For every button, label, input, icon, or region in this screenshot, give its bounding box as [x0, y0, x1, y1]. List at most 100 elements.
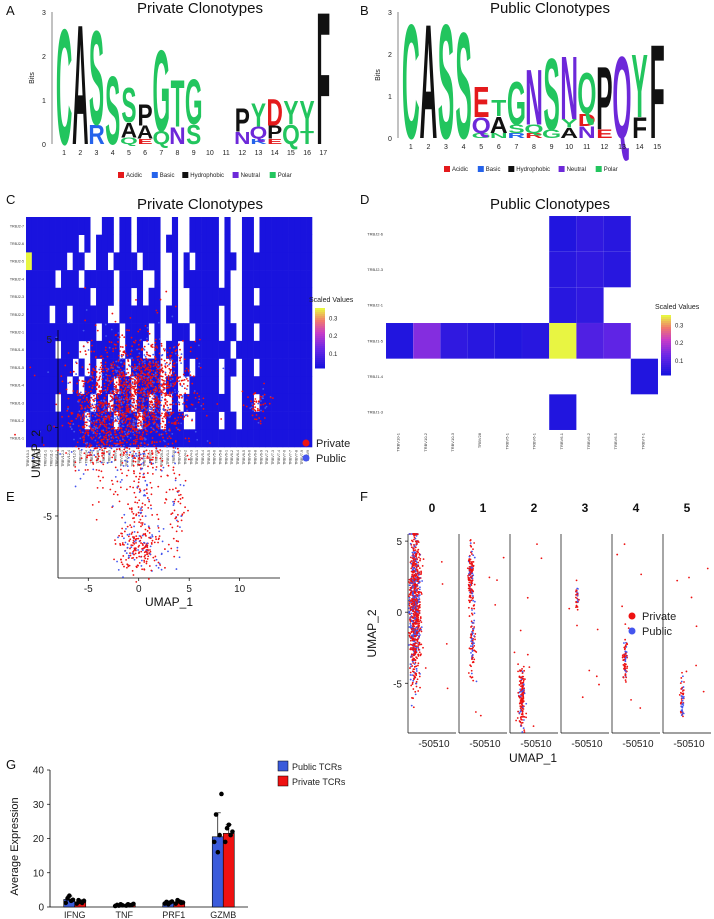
umap-point	[125, 390, 128, 392]
y-axis-label: Bits	[375, 69, 382, 81]
umap-point	[170, 374, 173, 377]
heatmap-cell	[236, 429, 243, 448]
umap-point	[100, 364, 103, 367]
umap-point	[151, 401, 153, 404]
umap-point	[83, 434, 86, 437]
umap-point	[124, 550, 126, 552]
umap-point	[472, 679, 475, 682]
umap-point	[94, 432, 97, 435]
umap-point	[116, 369, 119, 372]
umap-point	[161, 391, 164, 394]
umap-point	[129, 378, 131, 381]
umap-point	[160, 363, 163, 366]
umap-point	[95, 419, 98, 422]
colorbar-tick-label: 0.2	[675, 341, 684, 347]
umap-point	[183, 415, 186, 418]
umap-point	[151, 437, 154, 439]
umap-point	[199, 366, 202, 369]
umap-point	[95, 421, 98, 424]
umap-point	[141, 425, 143, 428]
umap-point	[520, 679, 522, 682]
umap-point	[417, 574, 420, 576]
umap-point	[79, 477, 82, 480]
umap-point	[253, 400, 256, 403]
umap-point	[79, 437, 82, 440]
umap-point	[470, 640, 473, 643]
column-label: TRBV6-5	[613, 432, 618, 449]
umap-point	[157, 566, 160, 569]
umap-point	[101, 373, 104, 376]
umap-point	[158, 535, 161, 538]
umap-point	[621, 654, 624, 657]
logo-letter: F	[650, 18, 665, 167]
umap-point	[160, 465, 162, 467]
umap-point	[124, 386, 127, 389]
heatmap-cell	[259, 287, 266, 306]
heatmap-cell	[142, 323, 149, 342]
umap-point	[194, 340, 197, 343]
umap-point	[153, 405, 156, 408]
umap-point	[126, 543, 129, 546]
heatmap-cell	[224, 270, 231, 289]
umap-point	[86, 431, 89, 434]
umap-point	[422, 646, 424, 649]
row-label: TRBJ1-4	[10, 384, 24, 388]
umap-point	[408, 595, 410, 598]
umap-point	[138, 454, 141, 457]
heatmap-cell	[259, 234, 266, 253]
x-axis-label: UMAP_1	[509, 751, 557, 765]
umap-point	[188, 370, 191, 373]
umap-point	[73, 438, 75, 441]
umap-point	[146, 546, 149, 548]
umap-point	[179, 498, 182, 500]
umap-point	[255, 401, 258, 403]
heatmap-cell	[37, 358, 44, 377]
heatmap-cell	[265, 270, 272, 289]
umap-point	[108, 438, 111, 440]
umap-point	[418, 651, 421, 654]
umap-point	[102, 457, 105, 459]
heatmap-cell	[90, 429, 97, 448]
heatmap-cell	[177, 411, 184, 430]
umap-point	[113, 407, 115, 410]
umap-point	[157, 425, 160, 428]
heatmap-cell	[154, 217, 161, 235]
umap-point	[412, 564, 415, 567]
umap-point	[470, 588, 473, 591]
umap-point	[418, 622, 421, 625]
umap-point	[110, 390, 112, 393]
umap-point	[100, 446, 103, 449]
umap-point	[123, 394, 126, 397]
umap-point	[121, 435, 124, 438]
umap-point	[146, 492, 148, 495]
heatmap-cell	[37, 429, 44, 448]
umap-point	[680, 677, 683, 679]
legend-swatch-polar	[269, 172, 276, 178]
umap-point	[101, 438, 103, 441]
umap-point	[123, 530, 126, 533]
umap-point	[137, 481, 140, 484]
umap-point	[79, 391, 82, 394]
umap-point	[130, 508, 133, 511]
umap-point	[144, 381, 147, 383]
umap-point	[124, 459, 126, 462]
umap-point	[97, 406, 99, 409]
umap-point	[134, 442, 137, 445]
umap-point	[469, 542, 472, 545]
umap-point	[171, 351, 173, 354]
colorbar-segment	[661, 335, 671, 338]
heatmap-cell	[43, 411, 50, 430]
heatmap-cell	[142, 358, 149, 377]
umap-point	[412, 646, 414, 649]
umap-point	[116, 415, 119, 418]
umap-point	[411, 674, 414, 677]
heatmap-cell	[247, 358, 254, 377]
umap-point	[472, 560, 475, 563]
umap-point	[138, 499, 141, 502]
y-tick-label: 3	[388, 10, 392, 17]
umap-point	[222, 367, 225, 370]
umap-point	[98, 448, 101, 451]
umap-point	[119, 392, 122, 395]
umap-point	[132, 464, 135, 467]
heatmap-cell	[72, 376, 79, 395]
